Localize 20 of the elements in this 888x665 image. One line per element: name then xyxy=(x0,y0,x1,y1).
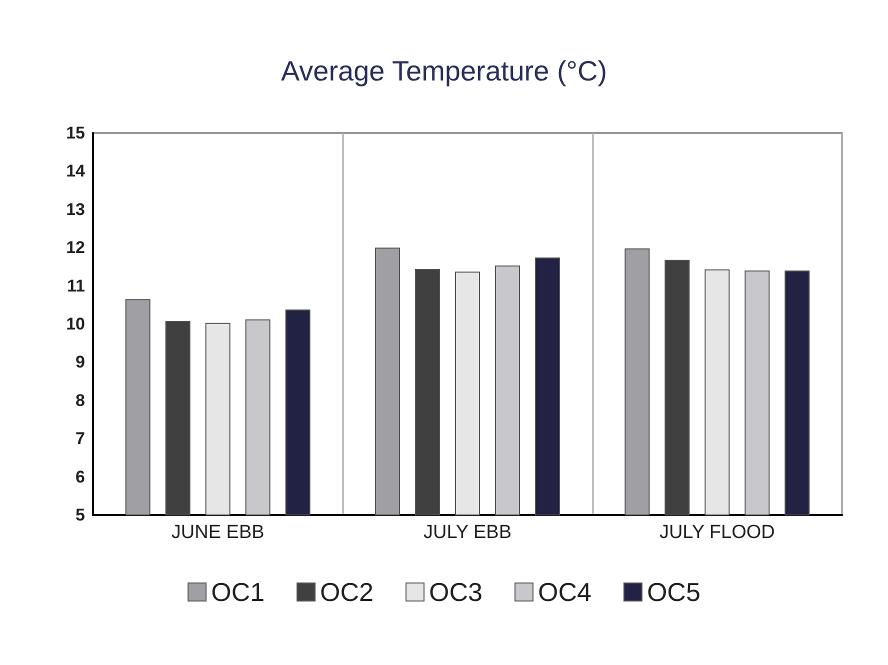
y-tick-label: 11 xyxy=(67,276,85,296)
y-tick-label: 6 xyxy=(76,467,85,486)
chart-title: Average Temperature (°C) xyxy=(280,56,608,86)
legend-label: OC1 xyxy=(211,577,265,607)
y-tick-label: 9 xyxy=(76,352,85,372)
y-tick-label: 15 xyxy=(66,124,85,142)
y-tick-label: 8 xyxy=(76,390,85,410)
y-tick-label: 13 xyxy=(66,200,85,219)
y-tick-label: 7 xyxy=(76,429,85,448)
x-tick-label: JUNE EBB xyxy=(171,522,264,543)
legend-label: OC2 xyxy=(320,577,374,607)
x-tick-label: JULY EBB xyxy=(423,522,512,543)
y-tick-label: 5 xyxy=(76,506,85,524)
x-tick-label: JULY FLOOD xyxy=(659,522,775,543)
legend-label: OC3 xyxy=(429,577,482,607)
legend-label: OC5 xyxy=(646,577,700,607)
y-tick-label: 14 xyxy=(66,162,86,181)
legend-label: OC4 xyxy=(538,577,592,607)
y-tick-label: 12 xyxy=(66,238,85,258)
y-tick-label: 10 xyxy=(66,314,85,334)
